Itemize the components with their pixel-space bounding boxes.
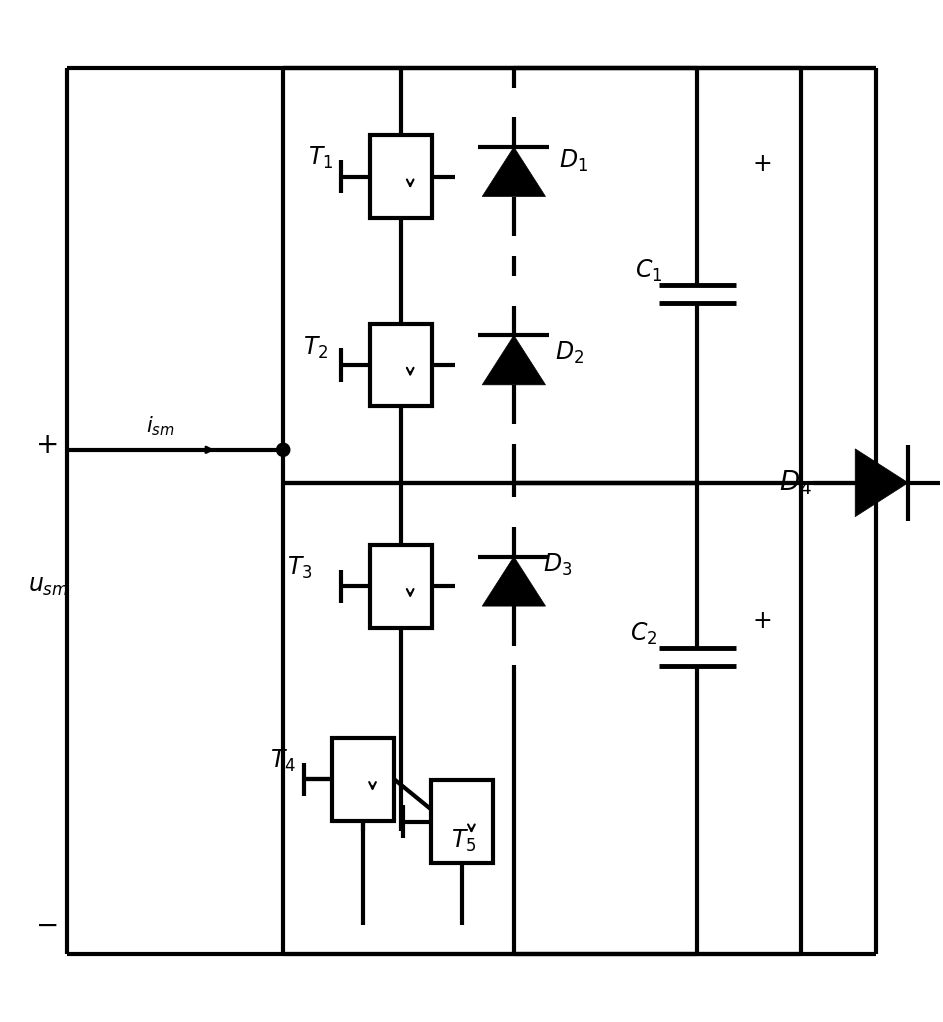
Text: $T_5$: $T_5$ (452, 828, 476, 853)
Text: $T_1$: $T_1$ (308, 145, 334, 171)
Text: $D_3$: $D_3$ (543, 552, 572, 577)
Text: $T_2$: $T_2$ (304, 335, 329, 361)
Text: $D_4$: $D_4$ (779, 468, 812, 497)
Text: $u_{sm}$: $u_{sm}$ (27, 574, 68, 598)
Polygon shape (482, 335, 545, 385)
Text: $+$: $+$ (752, 152, 771, 177)
Text: $C_2$: $C_2$ (630, 620, 657, 647)
Bar (370, 545, 432, 628)
Text: $D_2$: $D_2$ (554, 339, 584, 366)
Text: $T_4$: $T_4$ (271, 747, 296, 774)
Text: $+$: $+$ (752, 609, 771, 634)
Circle shape (276, 444, 290, 457)
Bar (332, 738, 394, 821)
Text: $C_1$: $C_1$ (635, 258, 662, 284)
Bar (370, 135, 432, 218)
Polygon shape (482, 147, 545, 196)
Polygon shape (482, 557, 545, 606)
Text: $i_{sm}$: $i_{sm}$ (146, 415, 175, 438)
Bar (431, 781, 493, 864)
Text: $D_1$: $D_1$ (558, 147, 587, 174)
Bar (370, 324, 432, 407)
Text: $+$: $+$ (35, 431, 58, 459)
Text: $T_3$: $T_3$ (288, 554, 313, 580)
Polygon shape (855, 449, 908, 517)
Text: $-$: $-$ (35, 912, 58, 939)
